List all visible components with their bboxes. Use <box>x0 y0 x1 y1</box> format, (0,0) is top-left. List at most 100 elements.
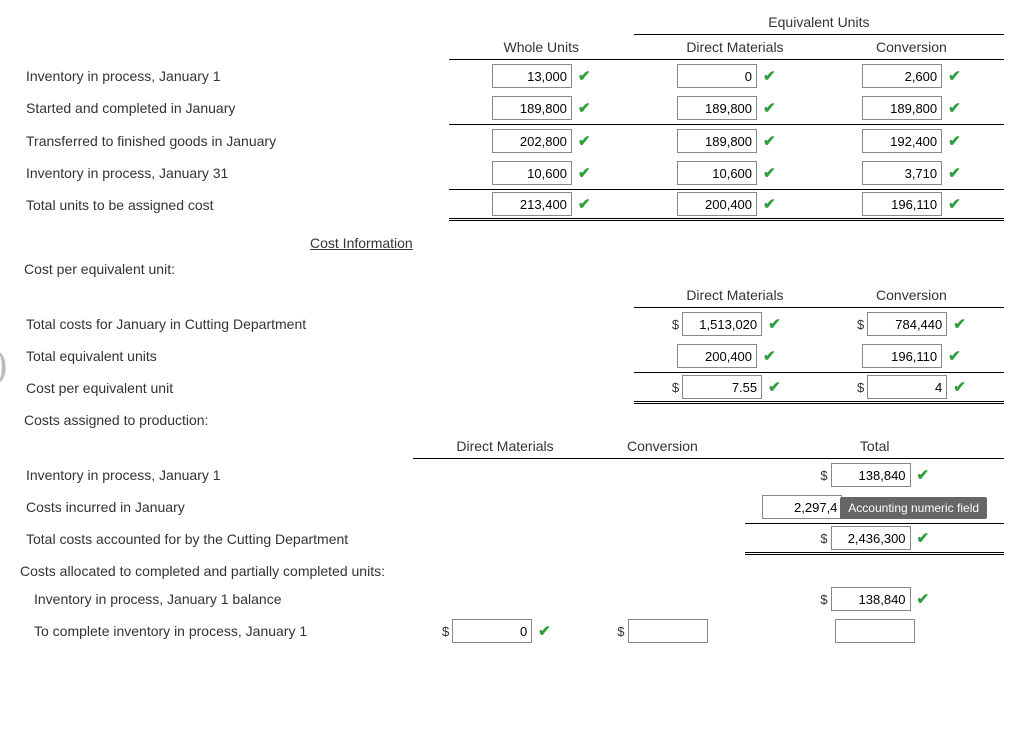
header-direct-materials: Direct Materials <box>634 35 819 60</box>
costs-assigned-table: Direct Materials Conversion Total Invent… <box>20 434 1004 647</box>
header-direct-materials-3: Direct Materials <box>413 434 579 459</box>
cost-per-eq-unit-title: Cost per equivalent unit: <box>24 261 1004 277</box>
conv-input[interactable] <box>628 619 708 643</box>
whole-input[interactable] <box>492 192 572 216</box>
table-row: Costs incurred in January Accounting num… <box>20 491 1004 524</box>
header-whole-units: Whole Units <box>449 35 634 60</box>
total-input[interactable] <box>762 495 842 519</box>
total-input[interactable] <box>831 526 911 550</box>
dollar-sign: $ <box>442 624 449 639</box>
header-conversion-2: Conversion <box>819 283 1004 308</box>
check-icon: ✔ <box>953 315 966 333</box>
table-row: Started and completed in January ✔ ✔ ✔ <box>20 92 1004 125</box>
check-icon: ✔ <box>948 67 961 85</box>
header-total: Total <box>745 434 1004 459</box>
whole-input[interactable] <box>492 161 572 185</box>
conv-input[interactable] <box>862 344 942 368</box>
costs-allocated-subtitle: Costs allocated to completed and partial… <box>20 554 1004 584</box>
check-icon: ✔ <box>578 132 591 150</box>
row-label: To complete inventory in process, Januar… <box>20 615 413 647</box>
header-equiv-units: Equivalent Units <box>634 10 1004 35</box>
check-icon: ✔ <box>578 164 591 182</box>
check-icon: ✔ <box>763 67 776 85</box>
row-label: Inventory in process, January 1 <box>20 459 413 492</box>
dm-input[interactable] <box>677 161 757 185</box>
row-label: Total equivalent units <box>20 340 449 373</box>
dollar-sign: $ <box>672 317 679 332</box>
dm-input[interactable] <box>677 96 757 120</box>
table-row: Inventory in process, January 1 $ ✔ <box>20 459 1004 492</box>
dollar-sign: $ <box>857 380 864 395</box>
row-label: Started and completed in January <box>20 92 449 125</box>
whole-input[interactable] <box>492 96 572 120</box>
dm-input[interactable] <box>677 344 757 368</box>
dollar-sign: $ <box>672 380 679 395</box>
check-icon: ✔ <box>768 315 781 333</box>
dollar-sign: $ <box>857 317 864 332</box>
check-icon: ✔ <box>578 99 591 117</box>
conv-input[interactable] <box>867 375 947 399</box>
dm-input[interactable] <box>677 129 757 153</box>
dollar-sign: $ <box>820 531 827 546</box>
check-icon: ✔ <box>768 378 781 396</box>
table-row: Inventory in process, January 31 ✔ ✔ ✔ <box>20 157 1004 190</box>
dm-input[interactable] <box>682 312 762 336</box>
row-label: Inventory in process, January 31 <box>20 157 449 190</box>
check-icon: ✔ <box>763 164 776 182</box>
field-tooltip: Accounting numeric field <box>840 497 987 519</box>
row-label: Total units to be assigned cost <box>20 190 449 220</box>
check-icon: ✔ <box>578 195 591 213</box>
conv-input[interactable] <box>867 312 947 336</box>
conv-input[interactable] <box>862 96 942 120</box>
conv-input[interactable] <box>862 161 942 185</box>
check-icon: ✔ <box>763 132 776 150</box>
conv-input[interactable] <box>862 64 942 88</box>
check-icon: ✔ <box>948 347 961 365</box>
whole-input[interactable] <box>492 129 572 153</box>
total-input[interactable] <box>835 619 915 643</box>
table-row: Transferred to finished goods in January… <box>20 125 1004 158</box>
check-icon: ✔ <box>948 195 961 213</box>
row-label: Cost per equivalent unit <box>20 373 449 403</box>
dm-input[interactable] <box>677 192 757 216</box>
row-label: Transferred to finished goods in January <box>20 125 449 158</box>
check-icon: ✔ <box>917 590 930 608</box>
check-icon: ✔ <box>538 622 551 640</box>
dollar-sign: $ <box>820 592 827 607</box>
conv-input[interactable] <box>862 129 942 153</box>
check-icon: ✔ <box>948 132 961 150</box>
table-row: Total equivalent units ✔ ✔ <box>20 340 1004 373</box>
table-row: To complete inventory in process, Januar… <box>20 615 1004 647</box>
row-label: Total costs for January in Cutting Depar… <box>20 308 449 341</box>
row-label: Inventory in process, January 1 balance <box>20 583 413 615</box>
check-icon: ✔ <box>948 164 961 182</box>
table-row: Total costs for January in Cutting Depar… <box>20 308 1004 341</box>
total-input[interactable] <box>831 587 911 611</box>
dm-input[interactable] <box>677 64 757 88</box>
row-label: Costs incurred in January <box>20 491 413 524</box>
dollar-sign: $ <box>820 468 827 483</box>
table-row: Inventory in process, January 1 balance … <box>20 583 1004 615</box>
check-icon: ✔ <box>953 378 966 396</box>
row-label: Total costs accounted for by the Cutting… <box>20 524 413 554</box>
whole-input[interactable] <box>492 64 572 88</box>
header-direct-materials-2: Direct Materials <box>634 283 819 308</box>
dollar-sign: $ <box>617 624 624 639</box>
conv-input[interactable] <box>862 192 942 216</box>
check-icon: ✔ <box>917 529 930 547</box>
check-icon: ✔ <box>763 347 776 365</box>
check-icon: ✔ <box>948 99 961 117</box>
header-conversion-3: Conversion <box>579 434 745 459</box>
equivalent-units-table: Equivalent Units Whole Units Direct Mate… <box>20 10 1004 221</box>
check-icon: ✔ <box>917 466 930 484</box>
check-icon: ✔ <box>763 195 776 213</box>
dm-input[interactable] <box>452 619 532 643</box>
dm-input[interactable] <box>682 375 762 399</box>
decorative-paren: ) <box>0 340 7 387</box>
cost-per-eq-unit-table: Direct Materials Conversion Total costs … <box>20 283 1004 404</box>
cost-information-title: Cost Information <box>310 221 1004 257</box>
table-row: Inventory in process, January 1 ✔ ✔ ✔ <box>20 60 1004 93</box>
costs-assigned-title: Costs assigned to production: <box>24 412 1004 428</box>
total-input[interactable] <box>831 463 911 487</box>
row-label: Inventory in process, January 1 <box>20 60 449 93</box>
